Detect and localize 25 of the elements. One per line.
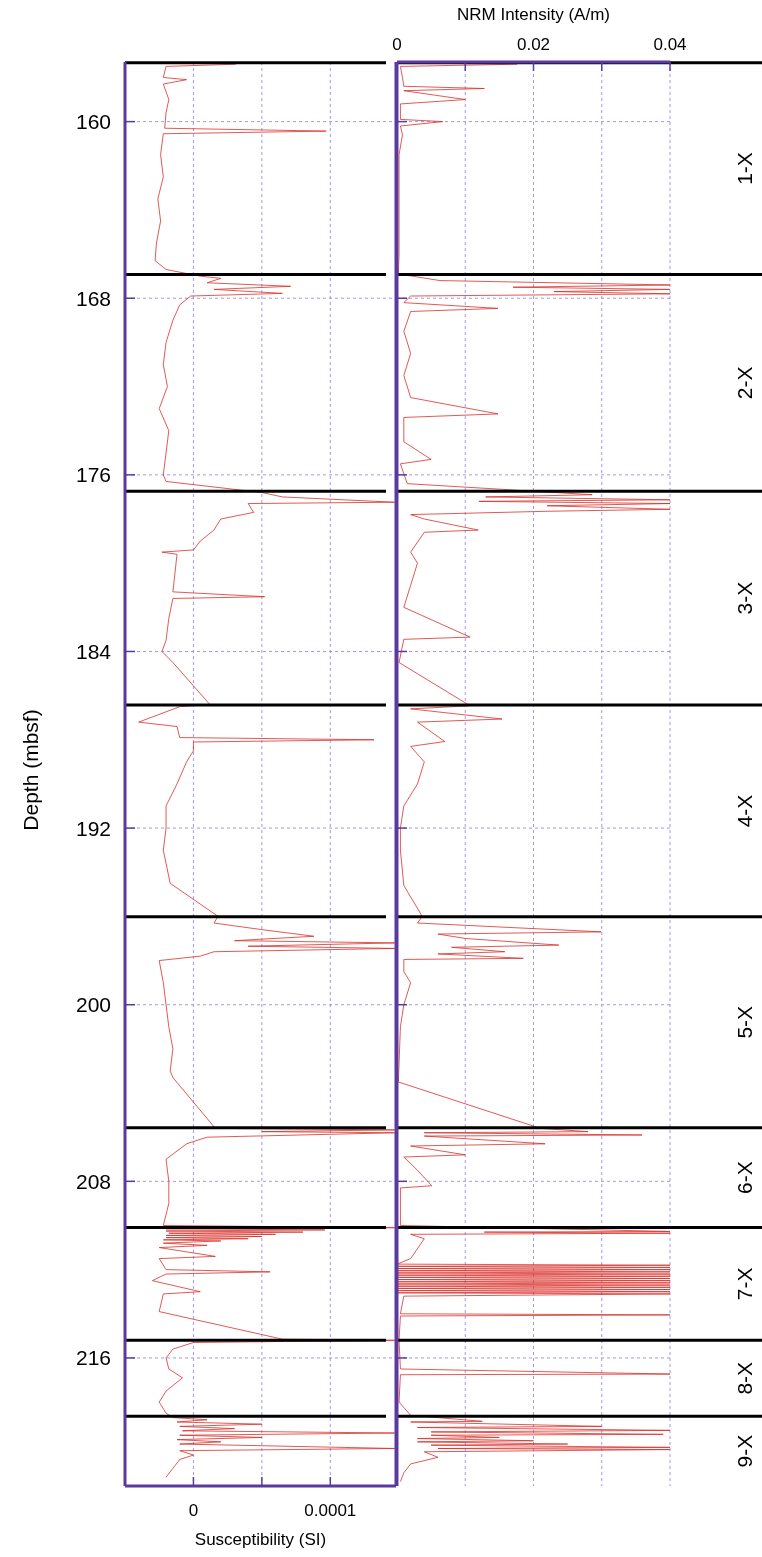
- text: 7-X: [733, 1267, 757, 1301]
- x-tick-label: 0: [188, 1501, 199, 1520]
- text: 4-X: [733, 794, 757, 828]
- y-tick-label: 208: [75, 1169, 111, 1193]
- x-tick-label: 0.04: [653, 35, 687, 54]
- y-tick-label: 192: [75, 816, 111, 840]
- x-tick-label: 0.0001: [304, 1501, 357, 1520]
- text: 2-X: [733, 366, 757, 400]
- y-tick-label: 160: [75, 110, 111, 134]
- y-tick-label: 200: [75, 993, 111, 1017]
- y-tick-label: 176: [75, 463, 111, 487]
- y-axis-title: Depth (mbsf): [18, 709, 42, 831]
- y-tick-label: 184: [75, 639, 112, 663]
- text: 3-X: [733, 581, 757, 615]
- text: 9-X: [733, 1434, 757, 1468]
- text: 1-X: [733, 152, 757, 185]
- x-tick-label: 0.02: [516, 35, 551, 54]
- text: 6-X: [733, 1161, 757, 1194]
- x-axis-title: NRM Intensity (A/m): [456, 5, 611, 24]
- text: 5-X: [733, 1005, 757, 1039]
- y-tick-label: 168: [75, 286, 111, 310]
- y-tick-label: 216: [75, 1346, 111, 1370]
- text: 8-X: [733, 1361, 757, 1395]
- x-axis-title: Susceptibility (SI): [194, 1530, 327, 1549]
- x-tick-label: 0: [392, 35, 402, 54]
